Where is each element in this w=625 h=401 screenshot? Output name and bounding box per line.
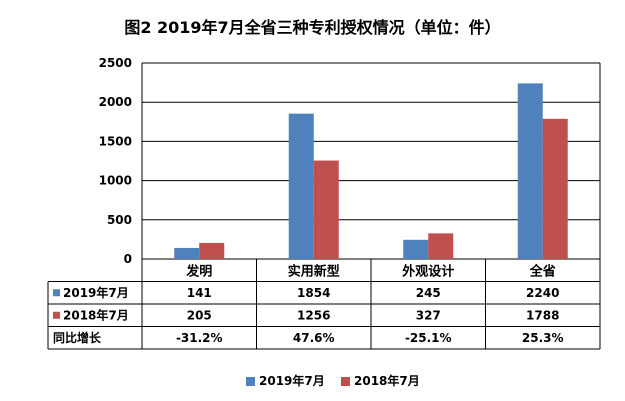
legend: 2019年7月 2018年7月 <box>246 373 420 388</box>
category-label: 外观设计 <box>401 263 454 279</box>
data-label: 245 <box>416 286 441 300</box>
data-label: 25.3% <box>522 331 564 345</box>
data-label: 141 <box>187 286 212 300</box>
data-label: -31.2% <box>176 331 223 345</box>
legend-swatch <box>341 377 350 386</box>
data-label: 1854 <box>297 286 330 300</box>
data-label: 205 <box>187 308 212 322</box>
bar <box>428 233 454 259</box>
bar <box>542 118 568 259</box>
category-label: 发明 <box>185 263 212 279</box>
row-label: 同比增长 <box>53 330 102 345</box>
y-tick-label: 1500 <box>99 134 132 148</box>
y-axis: 0 500 1000 1500 2000 2500 <box>99 56 132 266</box>
legend-label: 2019年7月 <box>259 373 325 388</box>
chart-title: 图2 2019年7月全省三种专利授权情况（单位：件） <box>124 18 501 37</box>
data-label: -25.1% <box>405 331 452 345</box>
bars <box>174 83 568 260</box>
y-tick-label: 1000 <box>99 174 132 188</box>
y-tick-label: 2000 <box>99 95 132 109</box>
row-label: 2019年7月 <box>63 285 129 300</box>
category-label: 全省 <box>529 263 556 279</box>
row-color-key <box>53 311 60 319</box>
bar <box>313 160 339 259</box>
y-tick-label: 500 <box>107 213 132 227</box>
data-label: 1788 <box>526 308 559 322</box>
y-tick-label: 2500 <box>99 56 132 70</box>
bar <box>517 83 543 259</box>
data-label: 2240 <box>526 286 559 300</box>
row-color-key <box>53 289 60 297</box>
data-label: 47.6% <box>293 331 335 345</box>
category-label: 实用新型 <box>288 263 340 279</box>
bar <box>199 242 225 259</box>
bar <box>174 247 200 259</box>
row-label: 2018年7月 <box>63 307 129 322</box>
bar <box>288 113 314 260</box>
data-label: 1256 <box>297 308 330 322</box>
legend-swatch <box>246 377 255 386</box>
data-table: 发明 实用新型 外观设计 全省 2019年7月 141 1854 245 2240 2018年7月… <box>47 259 601 350</box>
legend-label: 2018年7月 <box>354 373 420 388</box>
bar <box>403 239 429 259</box>
y-tick-label: 0 <box>124 252 132 266</box>
data-label: 327 <box>416 308 441 322</box>
